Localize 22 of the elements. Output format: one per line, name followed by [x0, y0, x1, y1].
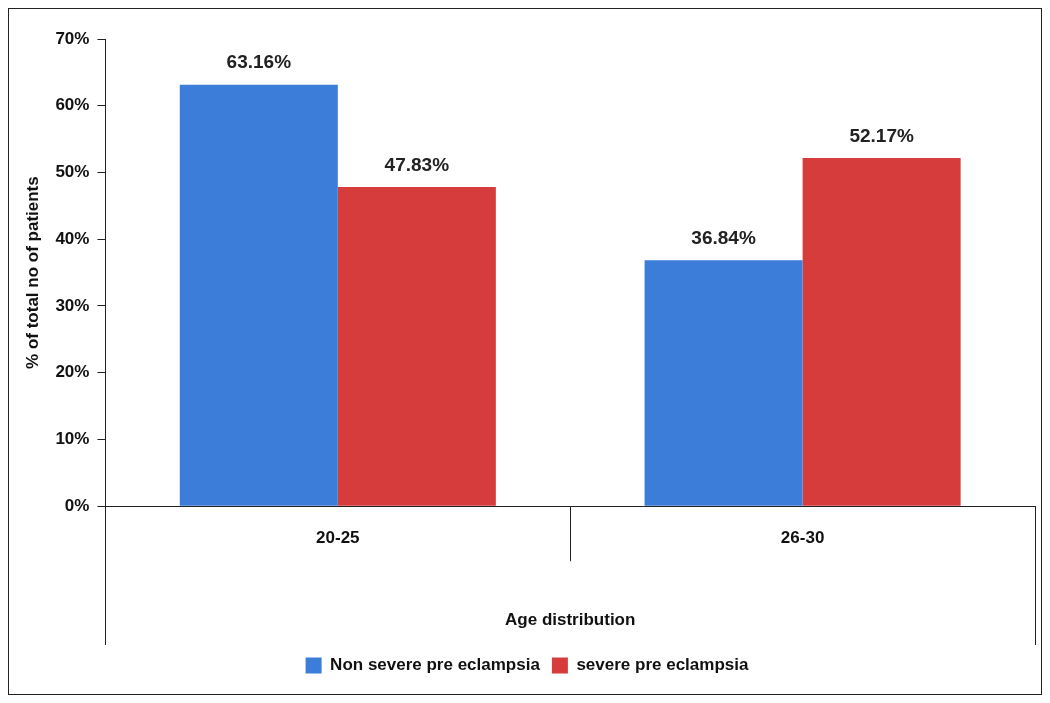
data-label: 36.84% — [691, 227, 756, 249]
x-axis-title: Age distribution — [505, 610, 636, 630]
data-label: 63.16% — [226, 51, 292, 73]
bar — [179, 84, 338, 506]
bar — [337, 186, 496, 506]
legend-label: severe pre eclampsia — [576, 655, 749, 675]
x-tick-label: 26-30 — [780, 528, 825, 548]
data-label: 52.17% — [849, 124, 914, 146]
data-label: 47.83% — [384, 153, 450, 175]
y-tick-label: 60% — [55, 95, 90, 115]
y-axis-title: % of total no of patients — [22, 176, 42, 369]
y-tick-label: 0% — [64, 495, 90, 515]
y-tick-label: 70% — [55, 28, 90, 48]
y-tick-label: 30% — [55, 295, 90, 315]
bar — [802, 158, 961, 506]
y-tick-label: 20% — [55, 362, 90, 382]
y-tick-label: 50% — [55, 162, 90, 182]
legend-label: Non severe pre eclampsia — [330, 655, 541, 675]
bar — [644, 260, 803, 506]
x-tick-label: 20-25 — [316, 528, 360, 548]
y-tick-label: 40% — [55, 228, 90, 248]
y-tick-label: 10% — [55, 429, 90, 449]
